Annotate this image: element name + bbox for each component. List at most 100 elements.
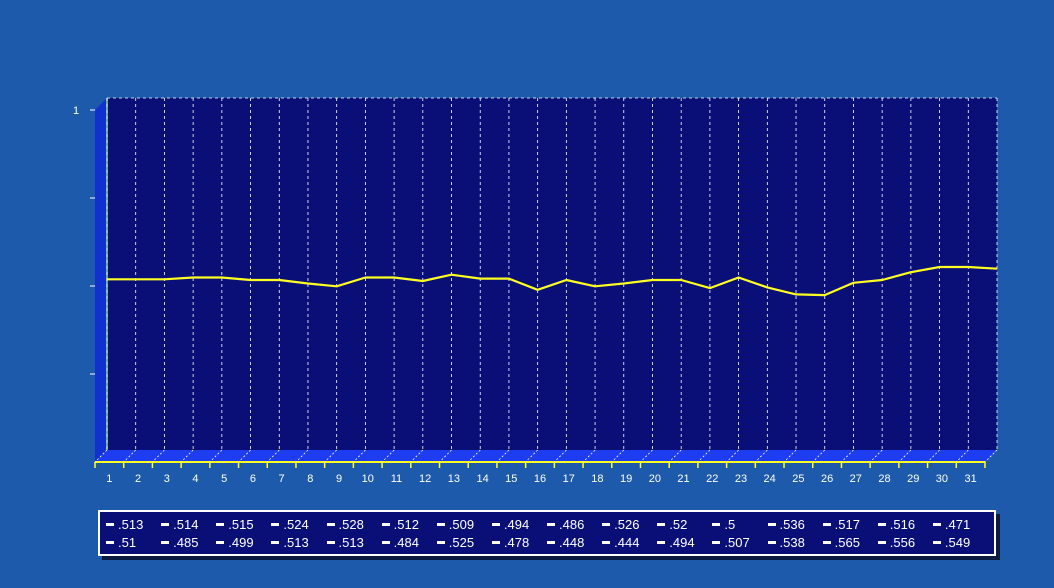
legend-swatch [822,540,831,544]
legend-label: .513 [283,534,309,550]
legend-label: .486 [559,516,585,532]
x-tick-label: 24 [764,473,776,485]
legend-label: .51 [118,534,137,550]
floor-gridline [496,449,510,463]
legend-entry: .485 [161,533,216,551]
legend-entry: .494 [657,533,712,551]
legend-label: .528 [338,516,364,532]
x-tick-label: 5 [221,473,227,485]
legend-label: .448 [559,534,585,550]
legend-entry: .448 [547,533,602,551]
x-tick-label: 8 [307,473,313,485]
legend-swatch [822,522,831,526]
legend-label: .515 [228,516,254,532]
legend-label: .471 [944,516,971,532]
legend-label: .514 [173,516,199,532]
floor-gridline [812,449,826,463]
floor-gridline [525,449,538,463]
legend-label: .517 [834,516,860,532]
floor-gridline [554,449,567,463]
legend-swatch [657,522,666,526]
legend-entry: .471 [932,515,988,533]
x-tick-label: 1 [106,473,112,485]
legend-swatch [271,522,280,526]
x-tick-label: 7 [279,473,285,485]
x-tick-label: 31 [965,473,977,485]
floor-gridline [984,449,998,463]
legend-swatch [712,540,721,544]
legend-label: .509 [448,516,475,532]
legend-label: .484 [393,534,419,550]
series-line [107,265,998,297]
legend-entry: .5 [712,515,767,533]
floor-gridline [123,449,136,463]
legend-entry: .512 [381,515,437,533]
x-tick-label: 16 [534,473,546,485]
legend-entry: .513 [271,533,326,551]
legend-label: .494 [669,534,695,550]
legend-swatch [547,522,555,526]
floor-gridline [410,449,424,463]
legend-swatch [932,540,941,544]
x-tick-label: 4 [192,473,198,485]
floor-gridline [324,449,337,463]
legend-entry: .549 [932,533,988,551]
x-tick-label: 27 [850,473,862,485]
legend-label: .526 [614,516,640,532]
floor-gridline [152,449,165,463]
legend-grid: .513 .514 .515 .524 .528 .512 .509 .494 .486 .526… [106,515,988,551]
legend-entry: .513 [106,515,161,533]
legend-entry: .494 [491,515,547,533]
x-tick-label: 23 [735,473,747,485]
legend-swatch [106,540,114,544]
legend-entry: .499 [216,533,271,551]
floor-gridline [956,449,969,463]
legend-label: .513 [118,516,144,532]
legend-swatch [436,522,445,526]
legend-entry: .509 [436,515,492,533]
legend-entry: .478 [491,533,547,551]
legend-entry: .52 [657,515,712,533]
legend-swatch [657,540,666,544]
floor-gridline [439,449,452,463]
legend-swatch [877,540,886,544]
x-tick-label: 15 [505,473,517,485]
legend-swatch [326,522,335,526]
left-wall [95,98,107,462]
legend-swatch [712,522,721,526]
floor-gridline [640,449,653,463]
floor [95,450,997,462]
floor-gridline [927,449,940,463]
legend-entry: .515 [216,515,271,533]
legend-entry: .524 [271,515,326,533]
legend-entry: .525 [436,533,492,551]
x-tick-label: 20 [649,473,661,485]
legend: .513 .514 .515 .524 .528 .512 .509 .494 .486 .526… [98,510,996,556]
x-tick-label: 12 [419,473,431,485]
legend-swatch [106,522,114,526]
legend-swatch [767,540,776,544]
floor-gridline [611,449,625,463]
legend-swatch [161,522,170,526]
legend-label: .556 [889,534,916,550]
floor-gridline [783,449,797,463]
floor-gridline [726,449,739,463]
floor-gridline [209,449,223,463]
x-tick-label: 30 [936,473,948,485]
x-tick-label: 22 [706,473,718,485]
legend-swatch [767,522,776,526]
legend-entry: .513 [326,533,382,551]
floor-gridline [238,449,251,463]
legend-swatch [436,540,445,544]
floor-gridline [697,449,711,463]
legend-label: .478 [503,534,530,550]
legend-entry: .486 [547,515,602,533]
legend-label: .444 [614,534,640,550]
x-tick-label: 10 [362,473,374,485]
legend-entry: .556 [877,533,933,551]
legend-entry: .526 [602,515,657,533]
x-tick-label: 18 [591,473,603,485]
legend-label: .485 [173,534,199,550]
legend-swatch [547,540,555,544]
